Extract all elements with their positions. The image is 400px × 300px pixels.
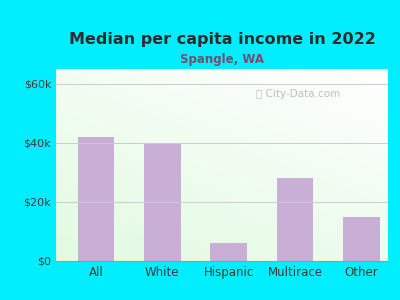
Text: ⓘ City-Data.com: ⓘ City-Data.com <box>256 89 340 99</box>
Text: Spangle, WA: Spangle, WA <box>180 52 264 65</box>
Bar <box>210 243 247 261</box>
Title: Median per capita income in 2022: Median per capita income in 2022 <box>68 32 376 47</box>
Bar <box>343 217 380 261</box>
Bar <box>78 137 114 261</box>
Bar <box>144 143 180 261</box>
Bar <box>277 178 313 261</box>
